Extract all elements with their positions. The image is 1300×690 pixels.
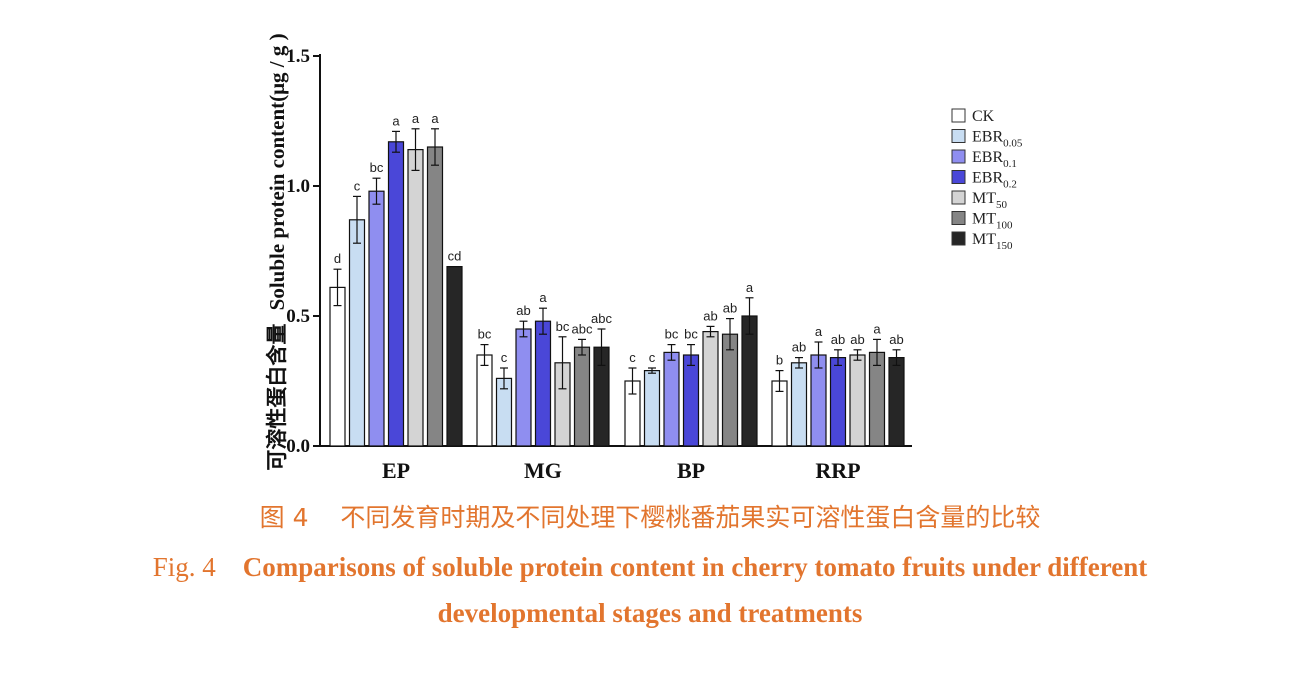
significance-label: c bbox=[629, 350, 636, 365]
legend-label: EBR0.05 bbox=[972, 129, 1023, 150]
x-category-label: MG bbox=[524, 458, 562, 483]
bar-mg-ebr0_2 bbox=[534, 320, 552, 447]
bar-bp-mt100 bbox=[721, 333, 739, 447]
significance-label: bc bbox=[684, 327, 698, 342]
legend-swatch bbox=[951, 231, 966, 246]
legend-swatch bbox=[951, 108, 966, 123]
x-category-label: EP bbox=[382, 458, 410, 483]
y-axis-title: 可溶性蛋白含量 Soluble protein content(μg / g ) bbox=[265, 33, 289, 470]
bar-bp-ebr0_05 bbox=[643, 370, 661, 447]
y-tick-label: 1.0 bbox=[286, 176, 310, 197]
significance-label: ab bbox=[723, 301, 737, 316]
significance-label: bc bbox=[370, 160, 384, 175]
y-axis-title-en: Soluble protein content(μg / g ) bbox=[265, 33, 289, 310]
significance-label: a bbox=[431, 111, 439, 126]
legend-swatch bbox=[951, 170, 966, 184]
y-tick-label: 0.5 bbox=[286, 306, 310, 327]
caption-english-line1: Fig. 4 Comparisons of soluble protein co… bbox=[0, 552, 1300, 583]
bar-rrp-ebr0_05 bbox=[790, 362, 808, 447]
significance-label: abc bbox=[572, 321, 593, 336]
bar-ep-mt50 bbox=[407, 149, 424, 447]
significance-label: a bbox=[873, 321, 881, 336]
significance-label: a bbox=[412, 111, 420, 126]
bar-mg-mt100 bbox=[573, 346, 591, 447]
caption-en-text2: developmental stages and treatments bbox=[437, 598, 863, 628]
significance-label: bc bbox=[556, 319, 570, 334]
significance-label: a bbox=[392, 113, 400, 128]
caption-cn-text: 不同发育时期及不同处理下樱桃番茄果实可溶性蛋白含量的比较 bbox=[340, 503, 1041, 532]
caption-en-text1: Comparisons of soluble protein content i… bbox=[242, 552, 1148, 582]
significance-label: d bbox=[334, 251, 341, 266]
bar-mg-ck bbox=[476, 354, 493, 447]
significance-label: ab bbox=[831, 332, 845, 347]
y-axis-title-cn: 可溶性蛋白含量 bbox=[265, 324, 289, 471]
x-category-label: RRP bbox=[815, 458, 860, 483]
legend-label: MT50 bbox=[972, 190, 1008, 211]
bar-ep-mt150 bbox=[446, 266, 463, 447]
significance-label: a bbox=[746, 280, 754, 295]
bar-mg-ebr0_1 bbox=[515, 328, 532, 447]
legend-label: EBR0.1 bbox=[972, 149, 1017, 170]
significance-label: a bbox=[539, 290, 547, 305]
legend-swatch bbox=[951, 190, 966, 205]
significance-label: bc bbox=[665, 327, 679, 342]
bar-ep-ebr0_1 bbox=[368, 190, 385, 447]
significance-label: c bbox=[649, 350, 656, 365]
caption-en-prefix: Fig. 4 bbox=[152, 552, 216, 582]
significance-label: bc bbox=[478, 327, 492, 342]
significance-label: abc bbox=[591, 311, 612, 326]
legend-swatch bbox=[951, 129, 966, 143]
legend-label: EBR0.2 bbox=[972, 170, 1017, 191]
legend-label: CK bbox=[972, 108, 995, 125]
y-tick-label: 0.0 bbox=[286, 436, 310, 457]
significance-label: ab bbox=[792, 340, 806, 355]
bar-rrp-ebr0_1 bbox=[810, 354, 827, 447]
bar-bp-ebr0_2 bbox=[682, 354, 700, 447]
significance-label: a bbox=[815, 324, 823, 339]
caption-chinese: 图 4 不同发育时期及不同处理下樱桃番茄果实可溶性蛋白含量的比较 bbox=[0, 498, 1300, 534]
bar-rrp-mt100 bbox=[868, 351, 886, 447]
legend-label: MT100 bbox=[972, 211, 1013, 232]
significance-label: c bbox=[501, 350, 508, 365]
caption-cn-prefix: 图 4 bbox=[259, 503, 309, 532]
bar-ep-mt100 bbox=[426, 146, 444, 447]
bar-ep-ebr0_2 bbox=[387, 141, 405, 447]
bar-bp-mt150 bbox=[741, 315, 758, 447]
legend-swatch bbox=[951, 149, 966, 164]
legend-swatch bbox=[951, 211, 966, 225]
significance-label: ab bbox=[889, 332, 903, 347]
bar-rrp-mt50 bbox=[849, 354, 866, 447]
significance-label: c bbox=[354, 178, 361, 193]
significance-label: b bbox=[776, 353, 783, 368]
bar-rrp-ebr0_2 bbox=[829, 357, 847, 447]
significance-label: cd bbox=[448, 249, 462, 264]
legend-label: MT150 bbox=[972, 231, 1013, 252]
significance-label: ab bbox=[850, 332, 864, 347]
bar-ep-ck bbox=[329, 286, 346, 447]
caption-english-line2: developmental stages and treatments bbox=[0, 598, 1300, 629]
bar-rrp-mt150 bbox=[888, 357, 905, 447]
bar-bp-ebr0_1 bbox=[663, 351, 680, 447]
bar-bp-mt50 bbox=[702, 331, 719, 447]
x-category-label: BP bbox=[677, 458, 705, 483]
significance-label: ab bbox=[703, 308, 717, 323]
chart: 可溶性蛋白含量 Soluble protein content(μg / g )… bbox=[265, 33, 1023, 483]
bar-ep-ebr0_05 bbox=[348, 219, 366, 447]
y-tick-label: 1.5 bbox=[286, 46, 310, 67]
significance-label: ab bbox=[516, 303, 530, 318]
